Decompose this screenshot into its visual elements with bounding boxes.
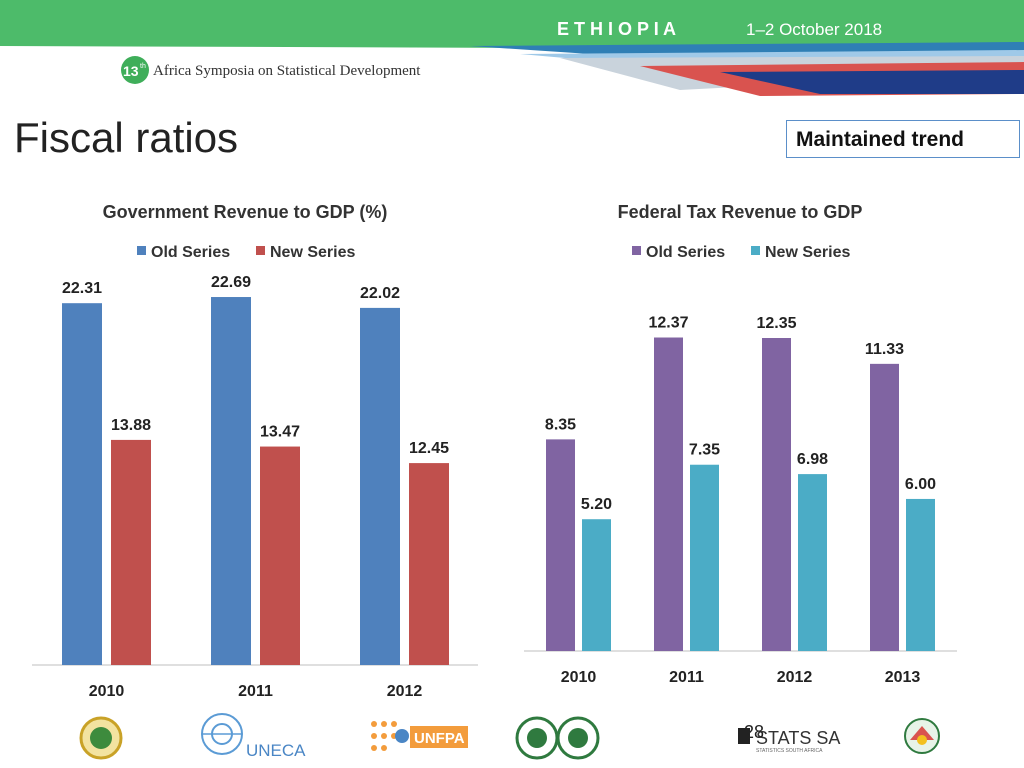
x-tick-label-2010: 2010 [561, 669, 597, 686]
banner-green-band [0, 0, 1024, 48]
conference-banner: E T H I O P I A 1–2 October 2018 13 th A… [0, 0, 1024, 96]
symposium-suffix: th [140, 63, 146, 70]
chart-federal-tax-revenue: Federal Tax Revenue to GDP Old Series Ne… [524, 202, 957, 686]
data-label-new-series-2013: 6.00 [905, 476, 936, 493]
x-tick-label-2010: 2010 [89, 683, 125, 700]
unfpa-logo-text: UNFPA [414, 730, 465, 747]
data-label-new-series-2010: 5.20 [581, 496, 612, 513]
bar-old-series-2013 [870, 363, 899, 651]
data-label-old-series-2011: 12.37 [648, 315, 688, 332]
data-label-old-series-2012: 12.35 [756, 315, 796, 332]
slide-number: 28 [744, 722, 765, 742]
african-union-logo [79, 716, 123, 760]
data-label-new-series-2011: 7.35 [689, 442, 720, 459]
bar-old-series-2011 [211, 297, 251, 665]
x-tick-label-2011: 2011 [669, 669, 704, 686]
bar-old-series-2012 [360, 307, 400, 665]
uneca-logo: UNECA [201, 713, 306, 760]
bar-old-series-2010 [546, 439, 575, 651]
legend-label-new-series: New Series [270, 244, 355, 261]
unfpa-logo: UNFPA [371, 721, 468, 751]
symposium-number: 13 [123, 63, 139, 79]
bar-new-series-2010 [582, 519, 611, 651]
ethiopia-statistics-logo [904, 718, 940, 754]
legend-label-old-series: Old Series [646, 244, 725, 261]
afdb-logo [515, 716, 600, 760]
symposium-title: Africa Symposia on Statistical Developme… [153, 63, 421, 79]
stats-sa-logo-subtext: STATISTICS SOUTH AFRICA [756, 748, 823, 754]
chart-title: Federal Tax Revenue to GDP [618, 202, 863, 222]
legend-label-old-series: Old Series [151, 244, 230, 261]
bar-new-series-2011 [690, 464, 719, 651]
data-label-old-series-2010: 8.35 [545, 416, 576, 433]
page-title: Fiscal ratios [14, 114, 239, 161]
data-label-new-series-2012: 12.45 [409, 440, 449, 457]
partner-logos-footer: UNECA UNFPA STATS SA STATISTICS SOUTH AF… [79, 713, 940, 760]
bar-new-series-2012 [409, 463, 449, 665]
bar-new-series-2011 [260, 446, 300, 665]
data-label-old-series-2011: 22.69 [211, 274, 251, 291]
data-label-new-series-2012: 6.98 [797, 451, 828, 468]
bar-new-series-2010 [111, 439, 151, 665]
legend-swatch-new-series [256, 246, 265, 255]
country-name: E T H I O P I A [557, 19, 676, 39]
banner-stripe-navy [720, 70, 1024, 94]
callout-box: Maintained trend [786, 120, 1020, 158]
x-tick-label-2012: 2012 [387, 683, 423, 700]
legend-label-new-series: New Series [765, 244, 850, 261]
stats-sa-logo: STATS SA STATISTICS SOUTH AFRICA [738, 728, 840, 754]
x-tick-label-2012: 2012 [777, 669, 813, 686]
chart-government-revenue: Government Revenue to GDP (%) Old Series… [32, 202, 478, 700]
legend-swatch-old-series [137, 246, 146, 255]
chart-title: Government Revenue to GDP (%) [103, 202, 388, 222]
stats-sa-logo-text: STATS SA [756, 728, 840, 748]
conference-dates: 1–2 October 2018 [746, 20, 882, 39]
bar-old-series-2010 [62, 303, 102, 665]
legend-swatch-new-series [751, 246, 760, 255]
x-tick-label-2013: 2013 [885, 669, 921, 686]
data-label-old-series-2012: 22.02 [360, 285, 400, 302]
legend-swatch-old-series [632, 246, 641, 255]
bar-old-series-2012 [762, 338, 791, 651]
data-label-new-series-2011: 13.47 [260, 424, 300, 441]
x-tick-label-2011: 2011 [238, 683, 273, 700]
data-label-old-series-2010: 22.31 [62, 280, 102, 297]
bar-new-series-2013 [906, 498, 935, 651]
bar-new-series-2012 [798, 474, 827, 651]
data-label-old-series-2013: 11.33 [865, 341, 904, 358]
uneca-logo-text: UNECA [246, 741, 306, 760]
symposium-badge [121, 56, 149, 84]
data-label-new-series-2010: 13.88 [111, 417, 151, 434]
bar-old-series-2011 [654, 337, 683, 651]
